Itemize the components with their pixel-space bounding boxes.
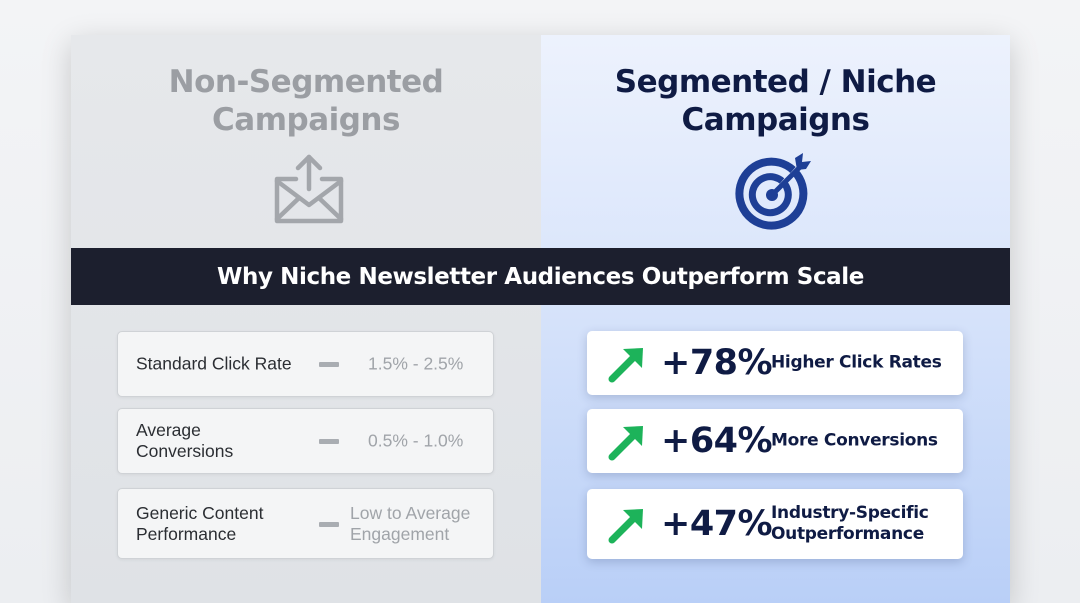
- non-segmented-title-line2: Campaigns: [212, 102, 400, 138]
- trend-up-arrow-icon: [608, 348, 643, 383]
- segmented-title-line1: Segmented / Niche: [614, 64, 937, 100]
- trend-up-arrow-icon: [608, 509, 643, 544]
- stat-value: Low to Average Engagement: [350, 502, 471, 544]
- dash-separator: [319, 439, 339, 444]
- target-bullseye-icon: [735, 153, 811, 230]
- banner-title: Why Niche Newsletter Audiences Outperfor…: [217, 263, 864, 290]
- comparison-card: Non-Segmented Campaigns Standard Click R…: [71, 35, 1010, 603]
- segmented-title: Segmented / Niche Campaigns: [541, 63, 1010, 139]
- stat-percent: +47%: [661, 504, 773, 544]
- stat-label: Standard Click Rate: [136, 353, 292, 374]
- stat-generic-content-performance: Generic Content Performance Low to Avera…: [117, 488, 494, 559]
- dash-separator: [319, 362, 339, 367]
- stat-description: More Conversions: [771, 430, 938, 451]
- trend-up-arrow-icon: [608, 426, 643, 461]
- stat-label: Average Conversions: [136, 420, 234, 461]
- non-segmented-panel: Non-Segmented Campaigns Standard Click R…: [71, 35, 541, 603]
- dash-separator: [319, 521, 339, 527]
- stat-industry-outperformance: +47% Industry-Specific Outperformance: [587, 489, 963, 559]
- segmented-panel: Segmented / Niche Campaigns +78% Higher …: [541, 35, 1010, 603]
- stat-label: Generic Content Performance: [136, 502, 264, 544]
- stat-average-conversions: Average Conversions 0.5% - 1.0%: [117, 408, 494, 474]
- envelope-send-icon: [274, 154, 344, 224]
- stat-value: 1.5% - 2.5%: [368, 353, 464, 374]
- stat-click-rates: +78% Higher Click Rates: [587, 331, 963, 395]
- stat-description: Industry-Specific Outperformance: [771, 503, 929, 544]
- stat-percent: +64%: [661, 421, 773, 461]
- headline-banner: Why Niche Newsletter Audiences Outperfor…: [71, 248, 1010, 305]
- stat-description: Higher Click Rates: [771, 352, 942, 373]
- stat-percent: +78%: [661, 343, 773, 383]
- stat-conversions: +64% More Conversions: [587, 409, 963, 473]
- stat-standard-click-rate: Standard Click Rate 1.5% - 2.5%: [117, 331, 494, 397]
- stat-value: 0.5% - 1.0%: [368, 430, 464, 451]
- non-segmented-title-line1: Non-Segmented: [168, 64, 444, 100]
- segmented-title-line2: Campaigns: [681, 102, 870, 138]
- non-segmented-title: Non-Segmented Campaigns: [71, 63, 541, 139]
